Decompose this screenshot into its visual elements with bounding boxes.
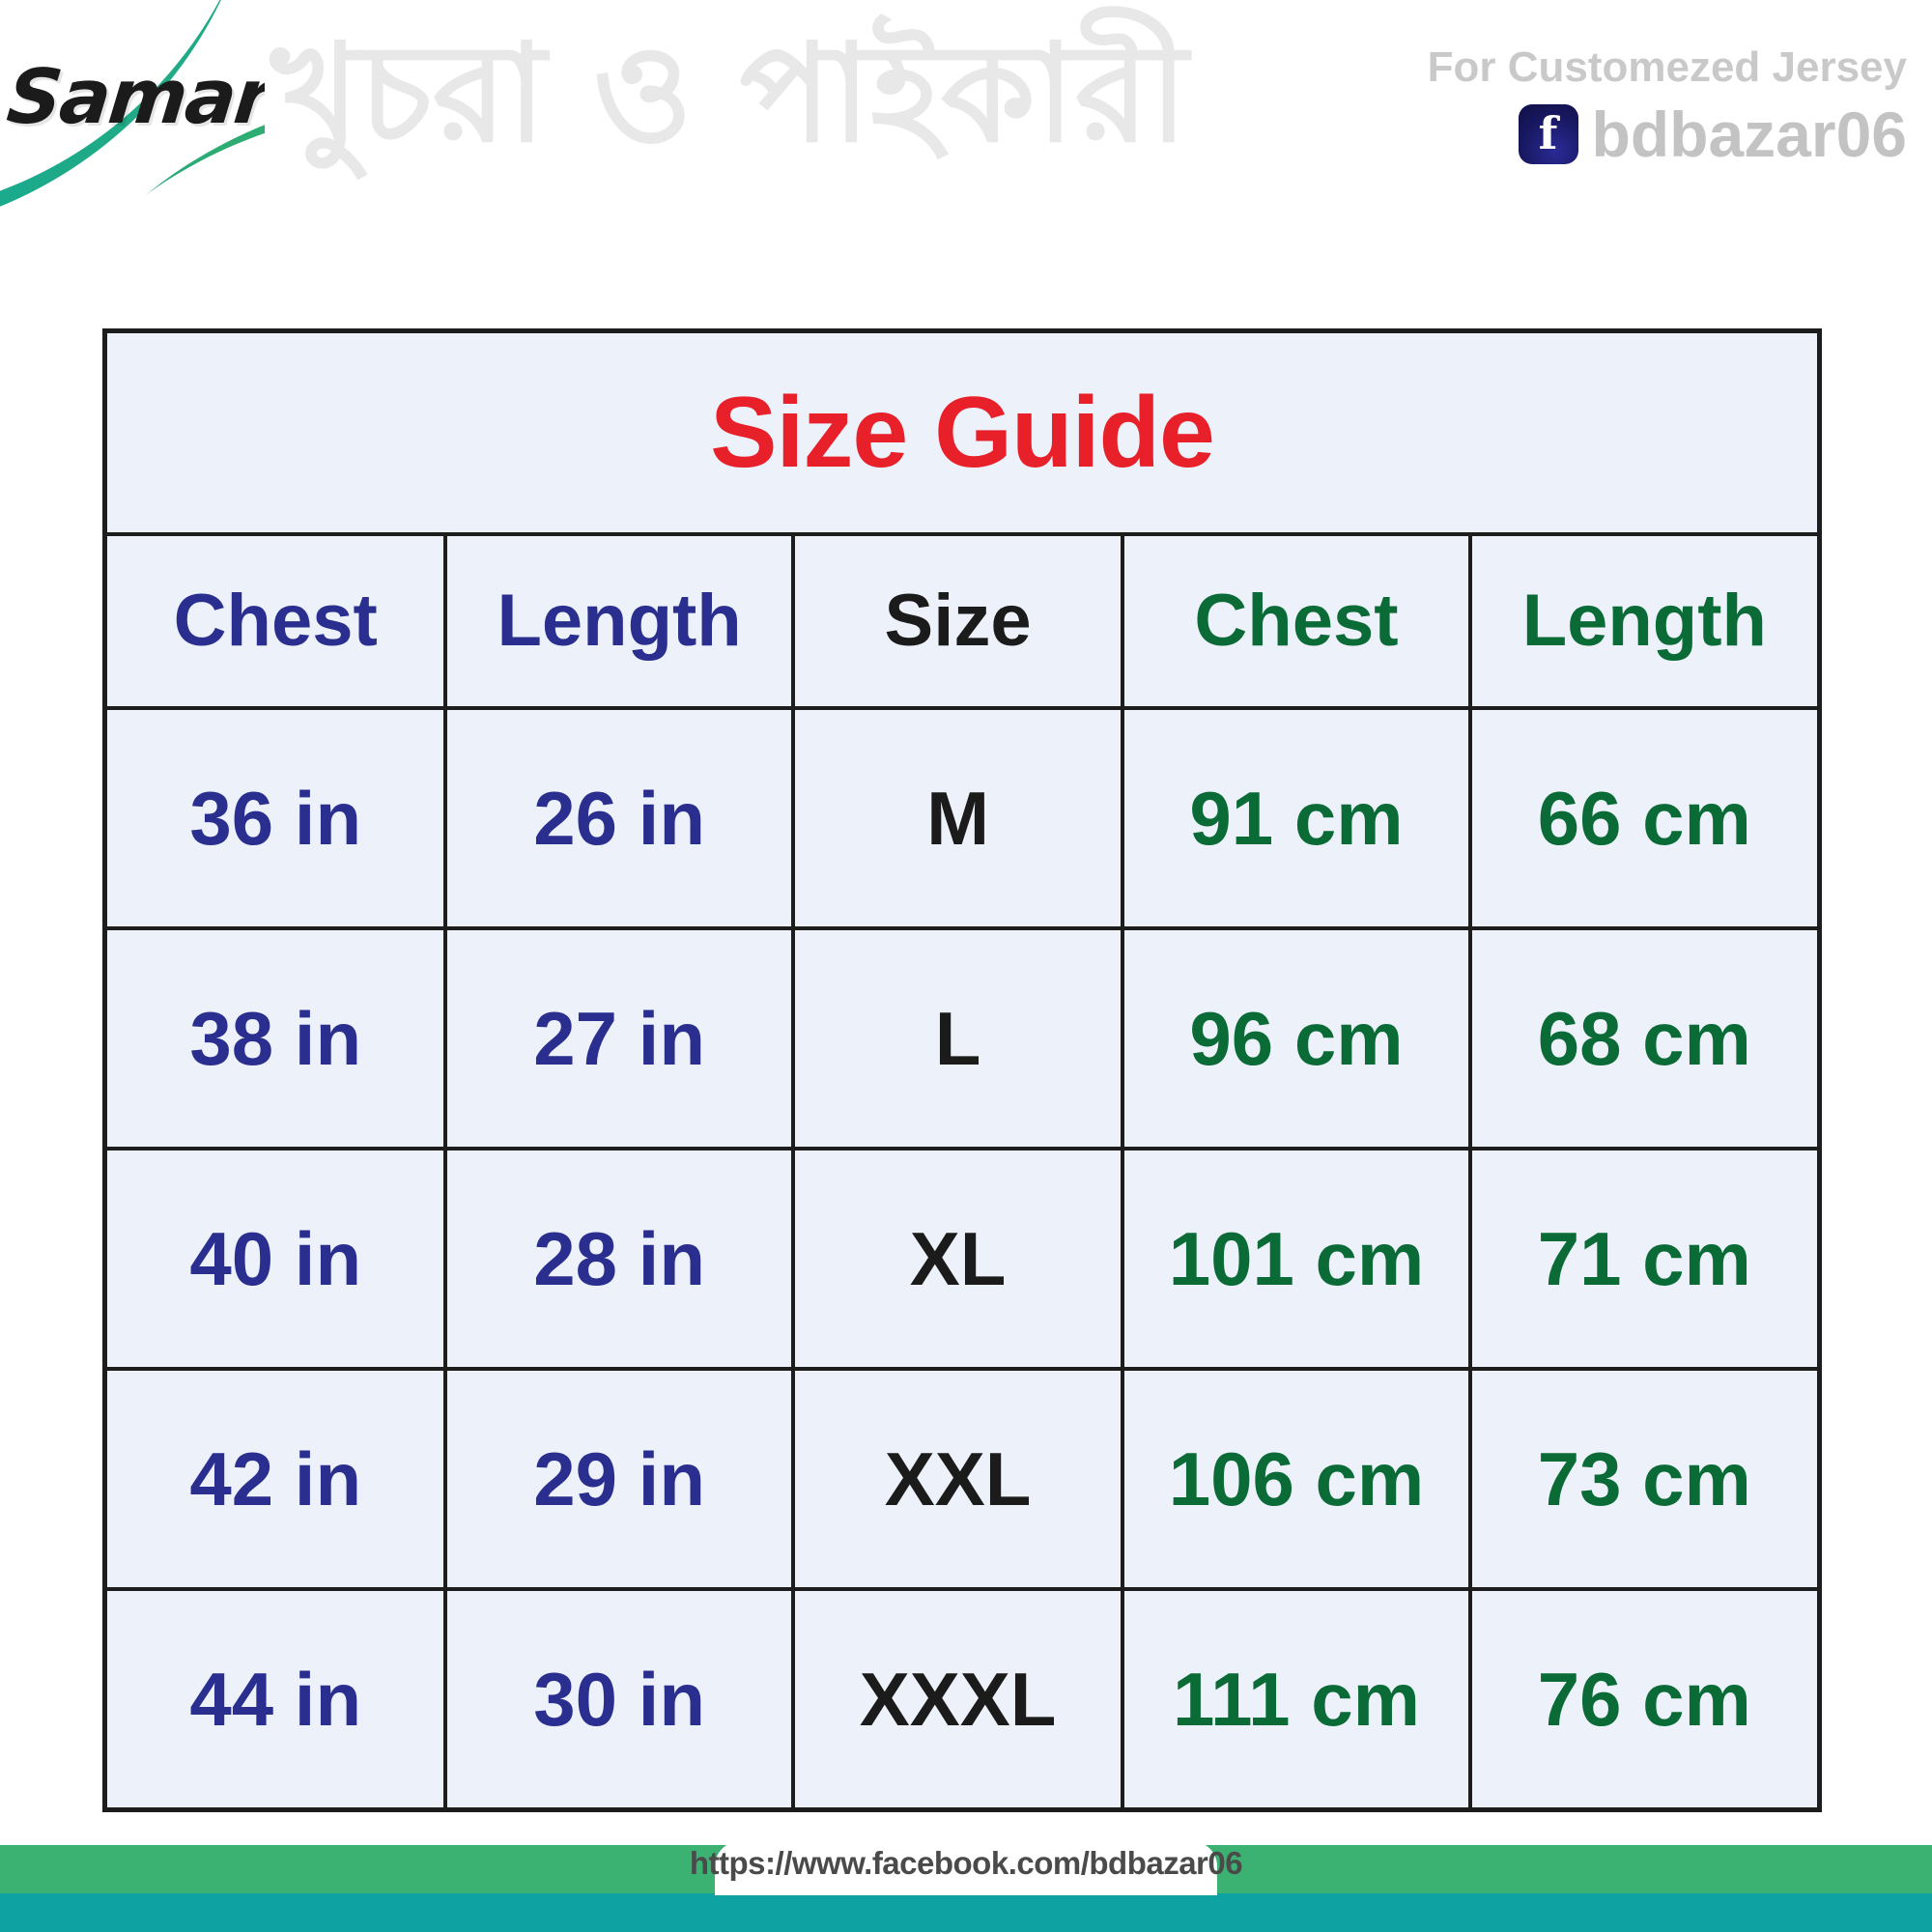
- cell-length-in: 29 in: [443, 1367, 795, 1591]
- column-header-label: Chest: [1194, 580, 1399, 662]
- cell-size: XXL: [790, 1367, 1125, 1591]
- cell-chest-in: 38 in: [107, 926, 448, 1151]
- column-header-chest-cm: Chest: [1121, 532, 1472, 710]
- footer-url[interactable]: https://www.facebook.com/bdbazar06: [689, 1845, 1243, 1881]
- header-contact-block: For Customezed Jersey bdbazar06: [1427, 43, 1907, 167]
- column-header-label: Size: [884, 580, 1032, 662]
- table-header-row: Chest Length Size Chest Length: [107, 532, 1817, 710]
- cell-size: XL: [790, 1147, 1125, 1371]
- cell-chest-in: 36 in: [107, 706, 448, 930]
- cell-value: 71 cm: [1537, 1216, 1751, 1301]
- cell-value: 28 in: [533, 1216, 705, 1301]
- cell-chest-in: 40 in: [107, 1147, 448, 1371]
- cell-length-in: 28 in: [443, 1147, 795, 1371]
- cell-length-cm: 71 cm: [1467, 1147, 1817, 1371]
- cell-chest-cm: 96 cm: [1121, 926, 1472, 1151]
- cell-chest-cm: 111 cm: [1121, 1587, 1472, 1807]
- cell-chest-in: 44 in: [107, 1587, 448, 1807]
- column-header-label: Chest: [173, 580, 378, 662]
- cell-value: 38 in: [189, 996, 362, 1081]
- footer-band-teal: [0, 1893, 1932, 1932]
- cell-value: 44 in: [189, 1657, 362, 1742]
- cell-value: 29 in: [533, 1436, 705, 1521]
- facebook-handle: bdbazar06: [1591, 99, 1907, 170]
- cell-value: 40 in: [189, 1216, 362, 1301]
- cell-chest-cm: 106 cm: [1121, 1367, 1472, 1591]
- cell-chest-cm: 101 cm: [1121, 1147, 1472, 1371]
- cell-value: 36 in: [189, 776, 362, 861]
- cell-length-cm: 73 cm: [1467, 1367, 1817, 1591]
- cell-value: 68 cm: [1537, 996, 1751, 1081]
- cell-value: M: [926, 776, 990, 861]
- page-footer: https://www.facebook.com/bdbazar06: [0, 1826, 1932, 1932]
- cell-value: 30 in: [533, 1657, 705, 1742]
- header-tagline: For Customezed Jersey: [1427, 43, 1907, 91]
- cell-length-in: 27 in: [443, 926, 795, 1151]
- column-header-chest-in: Chest: [107, 532, 448, 710]
- cell-value: 96 cm: [1189, 996, 1404, 1081]
- column-header-length-cm: Length: [1467, 532, 1817, 710]
- column-header-length-in: Length: [443, 532, 795, 710]
- table-row: 44 in 30 in XXXL 111 cm 76 cm: [107, 1587, 1817, 1807]
- cell-size: XXXL: [790, 1587, 1125, 1807]
- table-title-cell: Size Guide: [107, 333, 1817, 536]
- cell-value: 106 cm: [1168, 1436, 1425, 1521]
- table-row: 36 in 26 in M 91 cm 66 cm: [107, 706, 1817, 930]
- cell-value: 101 cm: [1168, 1216, 1425, 1301]
- cell-value: 73 cm: [1537, 1436, 1751, 1521]
- column-header-label: Length: [497, 580, 742, 662]
- cell-length-cm: 76 cm: [1467, 1587, 1817, 1807]
- cell-length-cm: 66 cm: [1467, 706, 1817, 930]
- cell-chest-in: 42 in: [107, 1367, 448, 1591]
- cell-value: XXL: [884, 1436, 1032, 1521]
- cell-value: 27 in: [533, 996, 705, 1081]
- table-row: 40 in 28 in XL 101 cm 71 cm: [107, 1147, 1817, 1371]
- cell-value: 76 cm: [1537, 1657, 1751, 1742]
- brand-logo: Samaro: [0, 0, 265, 265]
- cell-size: M: [790, 706, 1125, 930]
- cell-value: 66 cm: [1537, 776, 1751, 861]
- facebook-icon[interactable]: [1518, 104, 1578, 164]
- cell-length-in: 30 in: [443, 1587, 795, 1807]
- page-title: Size Guide: [710, 377, 1215, 489]
- table-row: 38 in 27 in L 96 cm 68 cm: [107, 926, 1817, 1151]
- cell-length-in: 26 in: [443, 706, 795, 930]
- brand-name: Samaro: [3, 54, 265, 141]
- cell-length-cm: 68 cm: [1467, 926, 1817, 1151]
- footer-notch: [715, 1841, 1217, 1895]
- page-header: Samaro খুচরা ও পাইকারী For Customezed Je…: [0, 0, 1932, 290]
- size-guide-table: Size Guide Chest Length Size Chest Lengt…: [102, 328, 1822, 1812]
- cell-value: 111 cm: [1173, 1657, 1420, 1742]
- cell-value: XL: [909, 1216, 1007, 1301]
- cell-value: L: [934, 996, 981, 1081]
- table-row: 42 in 29 in XXL 106 cm 73 cm: [107, 1367, 1817, 1591]
- cell-value: 42 in: [189, 1436, 362, 1521]
- cell-value: 91 cm: [1189, 776, 1404, 861]
- column-header-size: Size: [790, 532, 1125, 710]
- cell-value: 26 in: [533, 776, 705, 861]
- cell-chest-cm: 91 cm: [1121, 706, 1472, 930]
- column-header-label: Length: [1521, 580, 1767, 662]
- bangla-watermark-text: খুচরা ও পাইকারী: [270, 15, 1188, 173]
- cell-size: L: [790, 926, 1125, 1151]
- facebook-handle-row[interactable]: bdbazar06: [1428, 102, 1907, 166]
- cell-value: XXXL: [859, 1657, 1057, 1742]
